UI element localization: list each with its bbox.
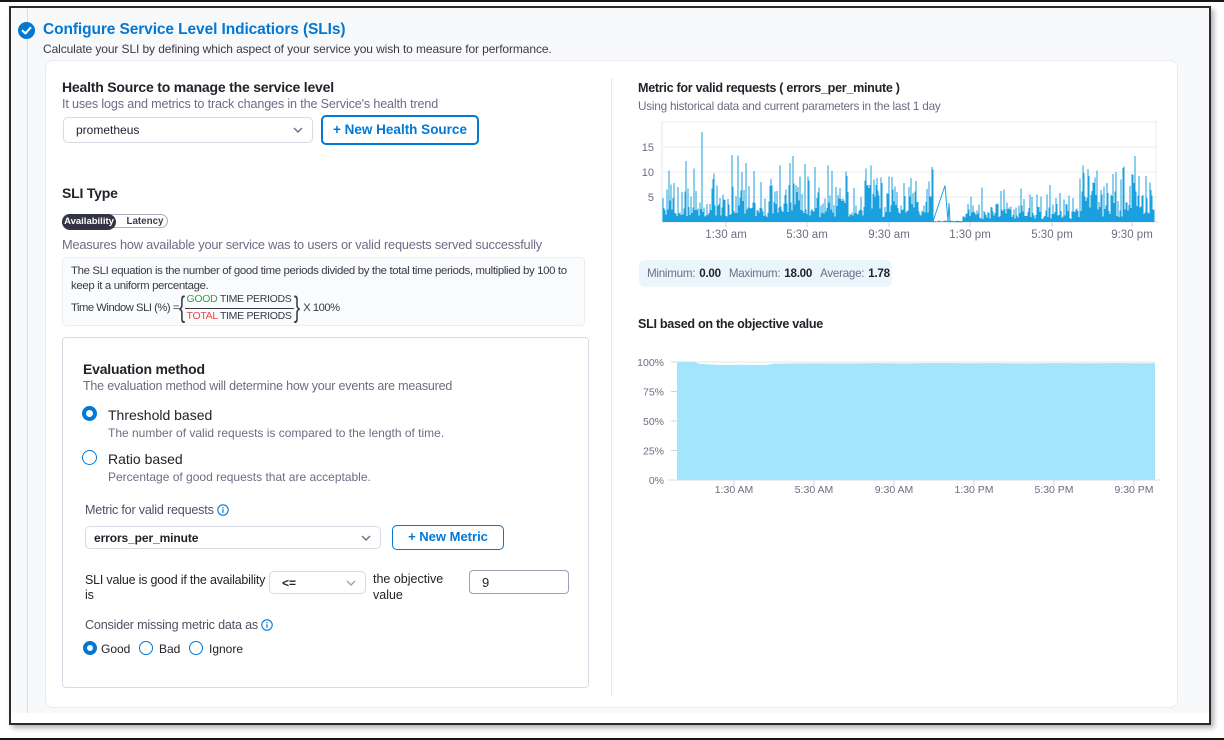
svg-text:1:30 AM: 1:30 AM <box>715 484 754 496</box>
svg-text:1:30 PM: 1:30 PM <box>954 484 993 496</box>
svg-text:5:30 pm: 5:30 pm <box>1031 229 1073 241</box>
svg-text:9:30 am: 9:30 am <box>868 229 910 241</box>
svg-text:5: 5 <box>648 192 654 204</box>
svg-text:5:30 PM: 5:30 PM <box>1034 484 1073 496</box>
svg-text:75%: 75% <box>643 387 664 399</box>
svg-text:1:30 am: 1:30 am <box>705 229 747 241</box>
svg-text:9:30 PM: 9:30 PM <box>1114 484 1153 496</box>
svg-text:1:30 pm: 1:30 pm <box>949 229 991 241</box>
svg-text:9:30 AM: 9:30 AM <box>875 484 914 496</box>
svg-text:15: 15 <box>642 142 654 154</box>
svg-text:50%: 50% <box>643 416 664 428</box>
svg-text:0%: 0% <box>649 475 664 487</box>
svg-text:25%: 25% <box>643 446 664 458</box>
svg-text:10: 10 <box>642 167 654 179</box>
svg-text:5:30 am: 5:30 am <box>786 229 828 241</box>
svg-text:100%: 100% <box>637 357 664 369</box>
svg-text:5:30 AM: 5:30 AM <box>795 484 834 496</box>
svg-text:9:30 pm: 9:30 pm <box>1111 229 1153 241</box>
